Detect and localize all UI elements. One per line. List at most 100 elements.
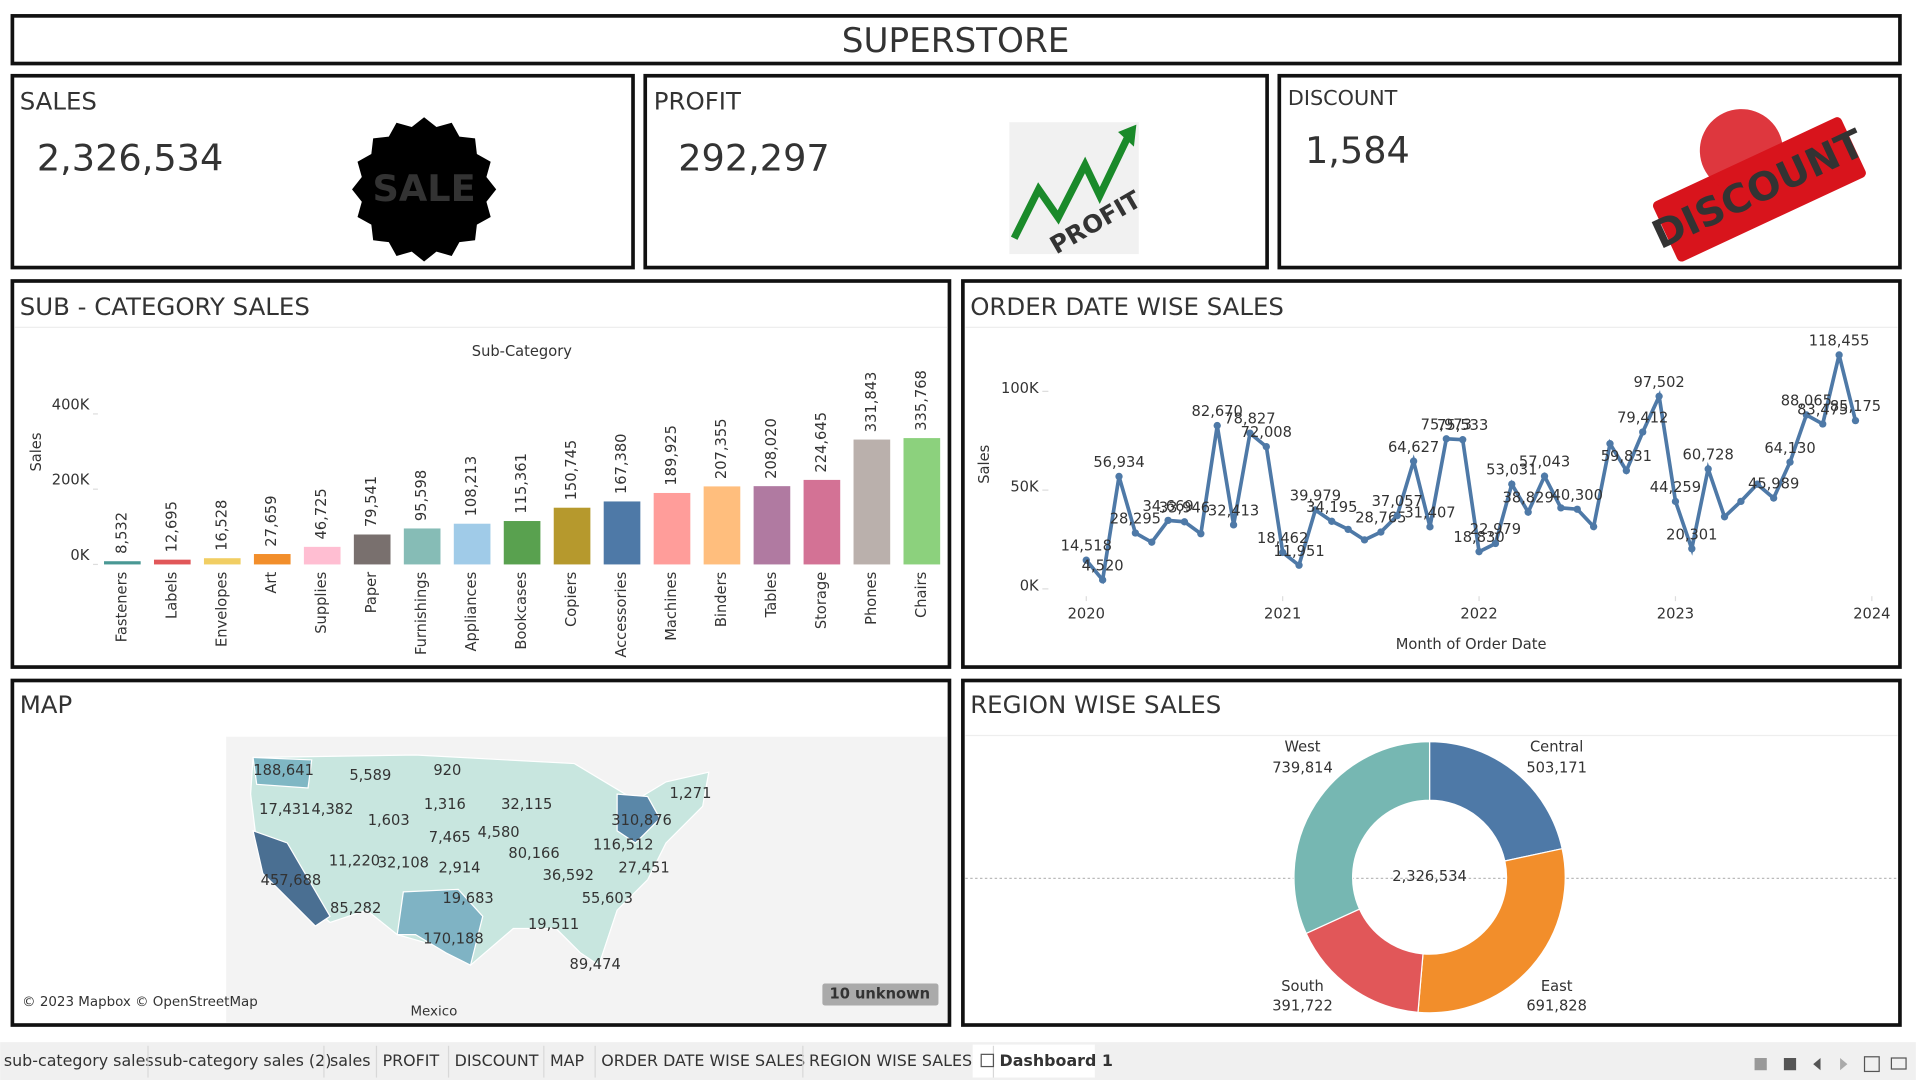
map-label: 11,220 bbox=[329, 852, 380, 869]
bar-value-label: 331,843 bbox=[863, 372, 880, 433]
map-label: 457,688 bbox=[261, 872, 322, 889]
point-label: 37,057 bbox=[1372, 493, 1423, 510]
x-tick-label: 2024 bbox=[1853, 606, 1890, 623]
x-tick-label: Machines bbox=[663, 572, 680, 641]
unknown-badge[interactable] bbox=[822, 983, 939, 1006]
tab[interactable]: MAP bbox=[550, 1051, 585, 1070]
tab[interactable]: PROFIT bbox=[383, 1051, 440, 1070]
point bbox=[1786, 458, 1794, 466]
bar bbox=[153, 559, 191, 565]
point-label: 33,946 bbox=[1159, 499, 1210, 516]
kpi-box bbox=[10, 73, 635, 270]
point-label: 75,533 bbox=[1437, 417, 1488, 434]
badge-text: SALE bbox=[373, 167, 476, 210]
point bbox=[1835, 351, 1843, 359]
bar-value-label: 46,725 bbox=[313, 488, 330, 539]
panel-title: ORDER DATE WISE SALES bbox=[970, 292, 1284, 321]
point bbox=[1655, 392, 1663, 400]
x-tick-label: Paper bbox=[363, 571, 380, 613]
slice-value: 503,171 bbox=[1526, 759, 1587, 776]
panel-box bbox=[10, 279, 952, 669]
bar bbox=[253, 554, 291, 565]
slice-value: 691,828 bbox=[1526, 998, 1587, 1015]
bar bbox=[503, 521, 541, 565]
point bbox=[1851, 416, 1860, 425]
control-icon[interactable] bbox=[1813, 1058, 1821, 1071]
state-ca bbox=[252, 829, 331, 927]
tab[interactable]: ORDER DATE WISE SALES bbox=[601, 1051, 805, 1070]
map-label: 1,603 bbox=[368, 812, 410, 829]
bar-value-label: 208,020 bbox=[763, 418, 780, 479]
point bbox=[1442, 435, 1450, 443]
point bbox=[1475, 548, 1483, 556]
map-label: 310,876 bbox=[611, 812, 672, 829]
control-icon[interactable] bbox=[1863, 1056, 1880, 1073]
point bbox=[1639, 428, 1647, 436]
point bbox=[1164, 516, 1172, 525]
map-label: 4,382 bbox=[311, 801, 353, 818]
map-label: 19,511 bbox=[528, 916, 579, 933]
point bbox=[1311, 506, 1320, 514]
map-label: 80,166 bbox=[508, 845, 559, 862]
kpi-label: DISCOUNT bbox=[1288, 86, 1398, 110]
control-icon[interactable] bbox=[1840, 1058, 1848, 1071]
x-tick-label: Labels bbox=[163, 572, 180, 619]
point-label: 60,728 bbox=[1683, 446, 1734, 463]
point bbox=[1377, 528, 1385, 536]
point bbox=[1098, 576, 1107, 584]
map-label: 5,589 bbox=[349, 767, 391, 784]
point bbox=[1344, 525, 1352, 534]
state-wa bbox=[252, 756, 313, 789]
bar-value-label: 224,645 bbox=[813, 412, 830, 473]
tab-icon bbox=[980, 1053, 995, 1068]
control-icon[interactable] bbox=[1754, 1058, 1767, 1071]
point-label: 44,259 bbox=[1650, 479, 1701, 496]
point bbox=[1262, 442, 1270, 451]
point-label: 97,502 bbox=[1633, 374, 1684, 391]
bar-value-label: 27,659 bbox=[263, 495, 280, 546]
point-label: 56,934 bbox=[1093, 454, 1144, 471]
bar bbox=[603, 501, 641, 565]
tab[interactable]: sub-category sales (2) bbox=[154, 1051, 331, 1070]
discount-stamp-circle bbox=[1699, 109, 1783, 193]
bar bbox=[453, 523, 491, 565]
map-label: 170,188 bbox=[423, 931, 484, 948]
panel-box bbox=[961, 678, 1902, 1027]
point-label: 85,175 bbox=[1830, 398, 1881, 415]
point-label: 31,407 bbox=[1404, 504, 1455, 521]
kpi-label: SALES bbox=[20, 87, 97, 116]
point bbox=[1508, 480, 1516, 488]
point-label: 72,008 bbox=[1241, 424, 1292, 441]
x-tick-label: Envelopes bbox=[213, 572, 230, 647]
donut-center-label: 2,326,534 bbox=[1392, 868, 1467, 885]
bar bbox=[353, 534, 391, 565]
tab[interactable]: Dashboard 1 bbox=[1000, 1051, 1113, 1070]
point bbox=[1737, 497, 1745, 506]
tab[interactable]: sub-category sales bbox=[4, 1051, 154, 1070]
point bbox=[1115, 472, 1123, 481]
bar-value-label: 8,532 bbox=[113, 512, 130, 554]
tab[interactable]: sales bbox=[330, 1051, 370, 1070]
point-label: 59,831 bbox=[1601, 448, 1652, 465]
tab[interactable]: REGION WISE SALES bbox=[809, 1051, 972, 1070]
y-tick-label: 0K bbox=[70, 547, 89, 564]
x-tick-label: 2021 bbox=[1264, 606, 1301, 623]
panel-title: SUB - CATEGORY SALES bbox=[20, 292, 310, 321]
x-tick-label: Accessories bbox=[613, 572, 630, 658]
point-label: 45,989 bbox=[1748, 476, 1799, 493]
point bbox=[1704, 465, 1712, 473]
point bbox=[1360, 536, 1369, 544]
unknown-badge-text: 10 unknown bbox=[830, 985, 931, 1002]
point-label: 11,951 bbox=[1273, 543, 1324, 560]
tab[interactable]: DISCOUNT bbox=[455, 1051, 539, 1070]
x-tick-label: Art bbox=[263, 572, 280, 594]
point bbox=[1426, 523, 1434, 531]
discount-stamp bbox=[1652, 109, 1866, 262]
control-icon[interactable] bbox=[1890, 1057, 1907, 1070]
y-tick-label: 400K bbox=[52, 396, 90, 413]
map-attribution: © 2023 Mapbox © OpenStreetMap bbox=[22, 995, 258, 1010]
control-icon[interactable] bbox=[1783, 1058, 1797, 1071]
chart-subtitle: Sub-Category bbox=[472, 343, 572, 360]
